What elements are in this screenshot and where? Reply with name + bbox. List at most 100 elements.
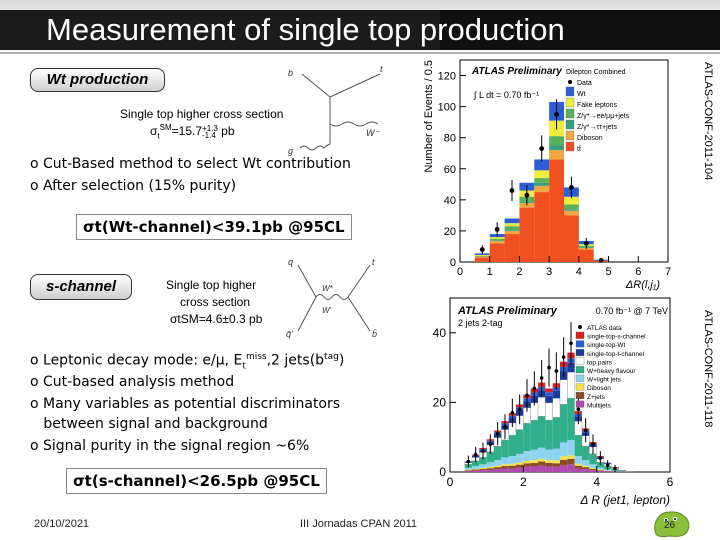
x-axis-label-1: Δ R (jet1, lepton)	[579, 493, 670, 507]
stack-bar-0-0-3	[519, 207, 535, 262]
stack-bar-1-4-9	[530, 420, 538, 450]
stack-bar-1-0-17	[589, 470, 597, 472]
stack-bar-1-1-5	[501, 466, 509, 469]
stack-bar-1-2-5	[501, 464, 509, 467]
stack-bar-1-2-7	[516, 462, 524, 465]
s-xs-line1: Single top higher	[166, 278, 257, 292]
stack-bar-0-2-6	[564, 209, 579, 211]
stack-bar-1-0-4	[494, 469, 502, 472]
legend-swatch-0-4	[565, 119, 575, 130]
legend-label-1-4: top pairs	[587, 359, 613, 366]
stack-bar-1-4-14	[567, 398, 575, 440]
stack-bar-1-5-13	[559, 379, 568, 405]
stack-bar-1-5-11	[545, 402, 553, 421]
stack-bar-1-3-6	[508, 455, 516, 464]
data-point-1-13	[561, 355, 566, 359]
s-feyn-label-bbar: b̄	[372, 329, 377, 339]
stack-bar-0-4-2	[504, 223, 520, 227]
wt-xs-up: +1.3	[202, 123, 218, 133]
s-bullet-5: o Signal purity in the signal region ~6%	[30, 438, 310, 454]
stack-bar-1-7-11	[545, 392, 553, 396]
stack-bar-0-1-7	[578, 248, 594, 250]
s-bullet-1: o Leptonic decay mode: e/μ, Etmiss,2 jet…	[30, 352, 345, 372]
stack-bar-1-3-4	[494, 460, 502, 466]
legend-title-0: Dilepton Combined	[566, 69, 626, 76]
y-tick-label-0-2: 40	[444, 195, 456, 207]
legend-marker-1-0	[578, 325, 582, 329]
legend-label-1-5: W+heavy flavour	[587, 368, 636, 375]
data-point-0-2	[509, 188, 515, 193]
data-point-0-5	[554, 111, 559, 117]
wt-xs-dn: -1.4	[202, 130, 216, 140]
data-point-1-0	[466, 459, 471, 464]
s-feyn-label-q: q	[288, 257, 293, 267]
chart-title-1: ATLAS Preliminary	[457, 305, 558, 317]
s-bullet-4: between signal and background	[30, 416, 268, 432]
stack-bar-1-1-18	[596, 470, 604, 471]
legend-swatch-1-9	[575, 400, 585, 408]
wt-production-label: Wt production	[30, 68, 165, 92]
legend-label-1-2: single-top-Wt	[587, 342, 625, 349]
stack-bar-1-4-7	[516, 429, 524, 454]
wt-feyn-label-t: t	[380, 64, 383, 74]
stack-bar-1-3-15	[574, 455, 582, 464]
stack-bar-1-0-14	[567, 464, 575, 472]
x-axis-label-0: ΔR(l,j₁)	[625, 279, 660, 291]
stack-bar-0-0-2	[504, 234, 520, 262]
stack-bar-1-2-14	[567, 455, 575, 459]
wt-feyn-label-w: W⁻	[366, 128, 380, 138]
stack-bar-0-3-2	[504, 226, 520, 230]
footer-event: III Jornadas CPAN 2011	[300, 518, 417, 530]
legend-swatch-1-3	[575, 349, 585, 356]
data-point-1-6	[510, 411, 515, 415]
stack-bar-1-4-16	[582, 446, 590, 461]
stack-bar-1-3-5	[501, 457, 509, 465]
conf-label-1: ATLAS-CONF-2011-104	[702, 62, 714, 181]
stack-bar-1-1-16	[582, 467, 590, 470]
stack-bar-0-2-4	[534, 182, 550, 186]
stack-bar-1-1-9	[530, 462, 538, 467]
stack-bar-1-4-1	[472, 460, 480, 467]
wt-feyn-label-b: b	[288, 68, 293, 78]
footer-page-number: 26	[664, 520, 676, 531]
legend-label-0-5: Diboson	[577, 135, 603, 142]
legend-swatch-1-6	[575, 374, 585, 382]
stack-bar-0-5-0	[474, 253, 490, 256]
s-channel-chart: 0 20 40 0 2 4 6 Δ R (jet1, lepton) ATLAS Prelimi…	[433, 297, 674, 507]
stack-bar-1-0-18	[596, 470, 604, 472]
data-point-1-4	[495, 431, 500, 436]
stack-bar-1-6-14	[567, 362, 575, 373]
stack-bar-1-2-16	[582, 465, 590, 468]
y-tick-label-1-0: 0	[439, 465, 446, 479]
stack-bar-1-2-2	[479, 467, 487, 469]
stack-bar-1-3-18	[596, 467, 604, 470]
title-underline	[0, 52, 720, 54]
legend-swatch-0-2	[565, 97, 575, 108]
stack-bar-1-4-6	[508, 435, 516, 456]
legend-label-0-0: Data	[577, 80, 592, 87]
s-xs-line3: σtSM=4.6±0.3 pb	[170, 312, 263, 326]
stack-bar-1-4-11	[545, 420, 553, 450]
wt-limit-box: σt(Wt-channel)<39.1pb @95CL	[76, 214, 352, 240]
legend-label-1-7: Diboson	[587, 385, 611, 392]
legend-marker-0-0	[568, 80, 572, 84]
stack-bar-1-4-4	[494, 446, 502, 461]
title-bar-dark-right	[440, 10, 720, 50]
stack-bar-1-1-8	[523, 463, 531, 467]
stack-bar-0-3-4	[534, 178, 550, 183]
legend-label-0-2: Fake leptons	[577, 102, 618, 109]
stack-bar-1-1-0	[464, 470, 472, 471]
x-tick-label-1-2: 4	[593, 475, 600, 489]
stack-bar-1-0-15	[574, 468, 582, 472]
data-point-0-1	[494, 226, 500, 232]
data-point-1-3	[488, 442, 493, 446]
wt-bullet-2: o After selection (15% purity)	[30, 178, 237, 194]
stack-bar-1-4-3	[486, 451, 494, 463]
stack-bar-1-4-15	[574, 435, 582, 456]
s-feyn-label-wstar: W*	[322, 284, 334, 293]
stack-bar-1-5-14	[567, 371, 575, 399]
stack-bar-1-1-2	[479, 468, 487, 471]
stack-bar-1-3-19	[604, 469, 612, 471]
data-point-1-10	[539, 376, 544, 380]
stack-bar-1-3-0	[464, 467, 472, 470]
